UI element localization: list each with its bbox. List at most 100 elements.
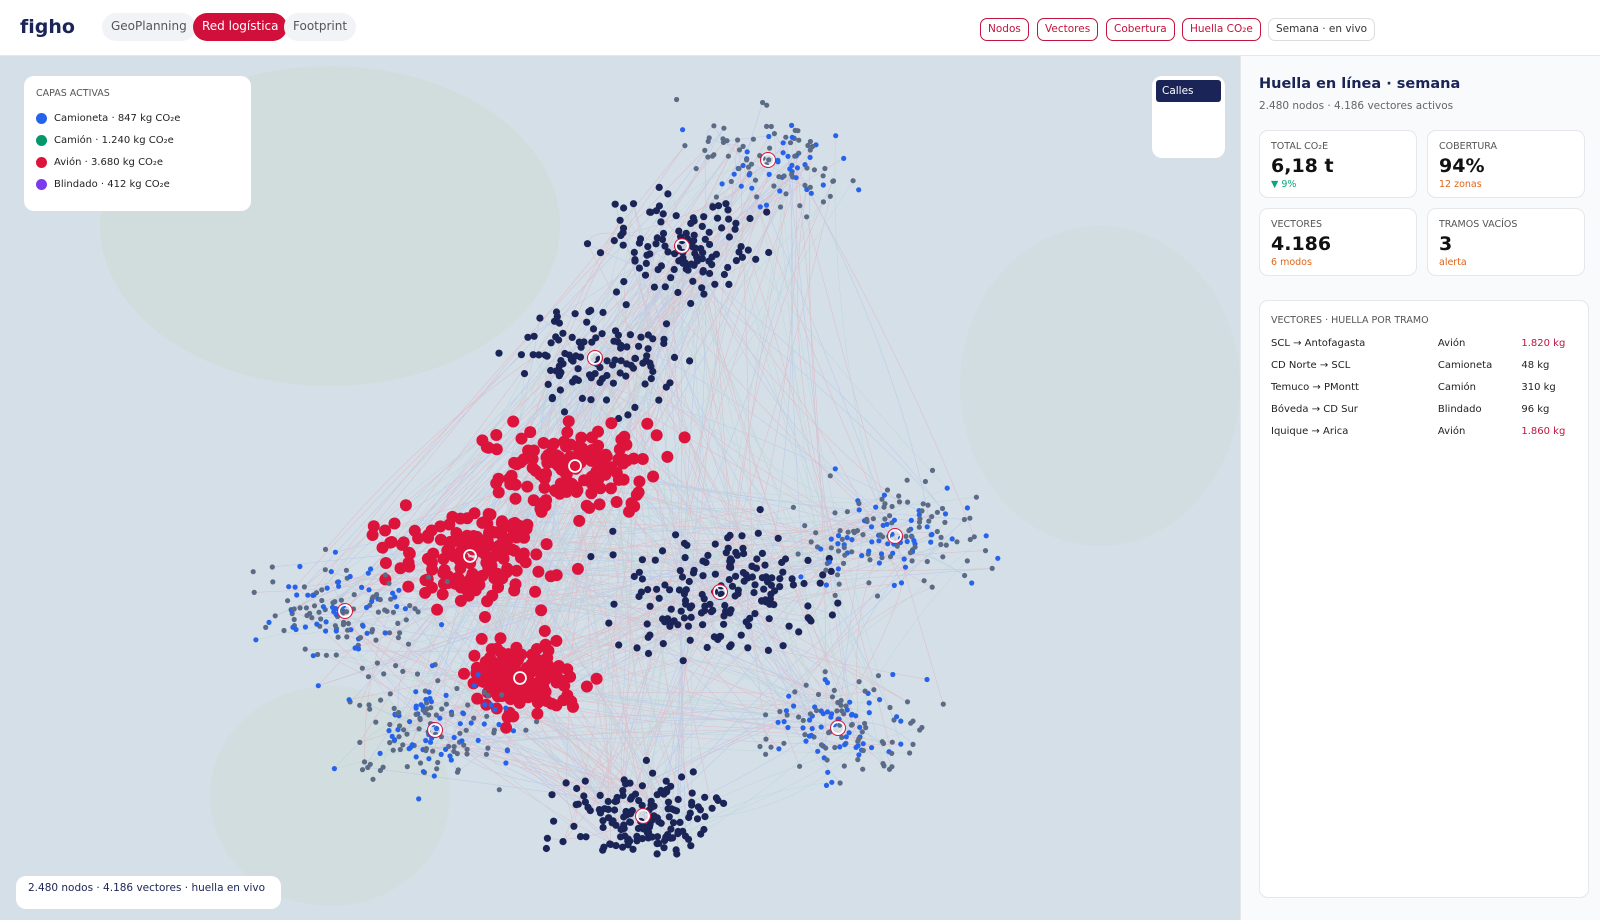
node[interactable]: [889, 764, 895, 770]
node[interactable]: [746, 214, 754, 223]
node[interactable]: [804, 556, 812, 564]
legend-item[interactable]: Blindado · 412 kg CO₂e: [36, 173, 239, 195]
node[interactable]: [920, 501, 926, 507]
node[interactable]: [841, 711, 847, 717]
node[interactable]: [807, 711, 814, 717]
node[interactable]: [667, 825, 675, 833]
node[interactable]: [427, 547, 440, 560]
node[interactable]: [824, 757, 830, 763]
node[interactable]: [929, 584, 935, 590]
node[interactable]: [699, 268, 707, 276]
node[interactable]: [574, 365, 582, 373]
node[interactable]: [464, 751, 470, 757]
node[interactable]: [724, 206, 732, 214]
node[interactable]: [344, 634, 350, 640]
node[interactable]: [756, 506, 764, 514]
node[interactable]: [701, 235, 709, 243]
node[interactable]: [281, 627, 287, 634]
node[interactable]: [693, 815, 702, 823]
node[interactable]: [666, 622, 674, 630]
node[interactable]: [547, 437, 560, 450]
node[interactable]: [570, 822, 578, 830]
node[interactable]: [647, 803, 655, 812]
table-row[interactable]: Temuco → PMontt Camión 310 kg: [1271, 382, 1577, 404]
node[interactable]: [781, 740, 787, 746]
node[interactable]: [495, 656, 508, 669]
node[interactable]: [613, 443, 626, 456]
node[interactable]: [467, 530, 480, 542]
node[interactable]: [541, 351, 549, 359]
node[interactable]: [736, 165, 742, 172]
node[interactable]: [758, 549, 767, 557]
node[interactable]: [804, 165, 810, 171]
node[interactable]: [595, 806, 604, 814]
node[interactable]: [709, 203, 717, 211]
node[interactable]: [670, 265, 678, 274]
node[interactable]: [781, 173, 787, 179]
node[interactable]: [481, 689, 487, 695]
node[interactable]: [630, 488, 643, 501]
node[interactable]: [763, 208, 771, 216]
node[interactable]: [580, 792, 588, 800]
node[interactable]: [720, 620, 728, 628]
node[interactable]: [726, 609, 734, 617]
node[interactable]: [524, 426, 537, 439]
node[interactable]: [964, 505, 971, 511]
node[interactable]: [512, 653, 525, 666]
tab[interactable]: GeoPlanning: [102, 13, 196, 41]
node[interactable]: [820, 182, 826, 188]
node[interactable]: [815, 691, 822, 698]
node[interactable]: [877, 697, 883, 703]
node[interactable]: [843, 703, 849, 709]
node[interactable]: [644, 331, 652, 339]
node[interactable]: [486, 681, 499, 694]
node[interactable]: [677, 607, 685, 615]
node[interactable]: [674, 795, 682, 804]
node[interactable]: [837, 780, 843, 786]
node[interactable]: [481, 595, 494, 608]
node[interactable]: [739, 544, 747, 552]
node[interactable]: [490, 429, 503, 441]
node[interactable]: [357, 739, 363, 746]
legend-item[interactable]: Camión · 1.240 kg CO₂e: [36, 129, 239, 151]
node[interactable]: [789, 581, 798, 589]
node[interactable]: [693, 166, 699, 172]
node[interactable]: [777, 708, 783, 715]
node[interactable]: [297, 563, 303, 570]
node[interactable]: [655, 594, 663, 602]
node[interactable]: [660, 339, 668, 348]
node[interactable]: [736, 147, 743, 153]
node[interactable]: [735, 248, 743, 256]
node[interactable]: [856, 187, 862, 193]
node[interactable]: [793, 175, 799, 181]
node[interactable]: [740, 162, 746, 169]
node[interactable]: [596, 791, 604, 800]
node[interactable]: [740, 143, 746, 149]
node[interactable]: [471, 715, 477, 721]
node[interactable]: [470, 661, 483, 674]
node[interactable]: [792, 153, 798, 159]
node[interactable]: [366, 529, 379, 541]
node[interactable]: [527, 494, 540, 507]
node[interactable]: [641, 417, 654, 430]
node[interactable]: [664, 798, 673, 806]
node[interactable]: [973, 494, 980, 500]
node[interactable]: [869, 539, 875, 545]
node[interactable]: [314, 621, 320, 627]
node[interactable]: [701, 793, 709, 801]
node[interactable]: [644, 823, 652, 831]
node[interactable]: [506, 523, 519, 536]
node[interactable]: [438, 751, 444, 758]
node[interactable]: [617, 341, 625, 349]
node[interactable]: [797, 203, 803, 209]
node[interactable]: [412, 606, 418, 612]
node[interactable]: [332, 623, 338, 629]
node[interactable]: [862, 720, 868, 727]
node[interactable]: [413, 754, 419, 760]
node[interactable]: [701, 813, 709, 821]
node[interactable]: [898, 741, 904, 747]
node[interactable]: [468, 649, 481, 662]
node[interactable]: [635, 592, 643, 601]
node[interactable]: [670, 353, 679, 361]
node[interactable]: [386, 630, 393, 636]
